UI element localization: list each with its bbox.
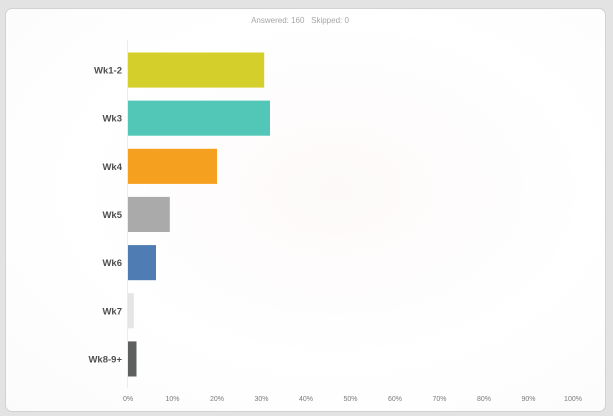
- category-labels: Wk1-2 Wk3 Wk4 Wk5 Wk6 Wk7 Wk8-9+: [88, 66, 122, 366]
- x-tick-label: 80%: [477, 396, 491, 403]
- x-tick-labels: 0% 10% 20% 30% 40% 50% 60% 70% 80% 90% 100%: [123, 396, 582, 403]
- bar-wk7: [128, 293, 134, 329]
- x-tick-label: 20%: [210, 396, 224, 403]
- x-tick-label: 0%: [123, 396, 133, 403]
- x-tick-label: 90%: [521, 396, 535, 403]
- category-label-wk6: Wk6: [102, 258, 122, 269]
- category-label-wk5: Wk5: [102, 210, 122, 221]
- bar-wk3: [128, 100, 270, 136]
- chart-title: Answered: 160 Skipped: 0: [251, 16, 349, 25]
- category-label-wk1-2: Wk1-2: [94, 66, 122, 77]
- bar-wk4: [128, 148, 217, 184]
- x-tick-label: 50%: [343, 396, 357, 403]
- bar-wk5: [128, 196, 170, 232]
- x-tick-label: 70%: [432, 396, 446, 403]
- x-tick-label: 100%: [564, 396, 582, 403]
- x-tick-label: 30%: [254, 396, 268, 403]
- x-tick-label: 60%: [388, 396, 402, 403]
- x-tick-label: 40%: [299, 396, 313, 403]
- chart-card: [5, 8, 606, 412]
- bars-group: [128, 52, 270, 377]
- x-tick-label: 10%: [165, 396, 179, 403]
- category-label-wk4: Wk4: [102, 162, 122, 173]
- category-label-wk8-9: Wk8-9+: [88, 354, 122, 365]
- bar-wk8-9: [128, 341, 137, 377]
- category-label-wk3: Wk3: [102, 114, 122, 125]
- bar-wk1-2: [128, 52, 265, 88]
- bar-wk6: [128, 245, 156, 281]
- category-label-wk7: Wk7: [102, 306, 122, 317]
